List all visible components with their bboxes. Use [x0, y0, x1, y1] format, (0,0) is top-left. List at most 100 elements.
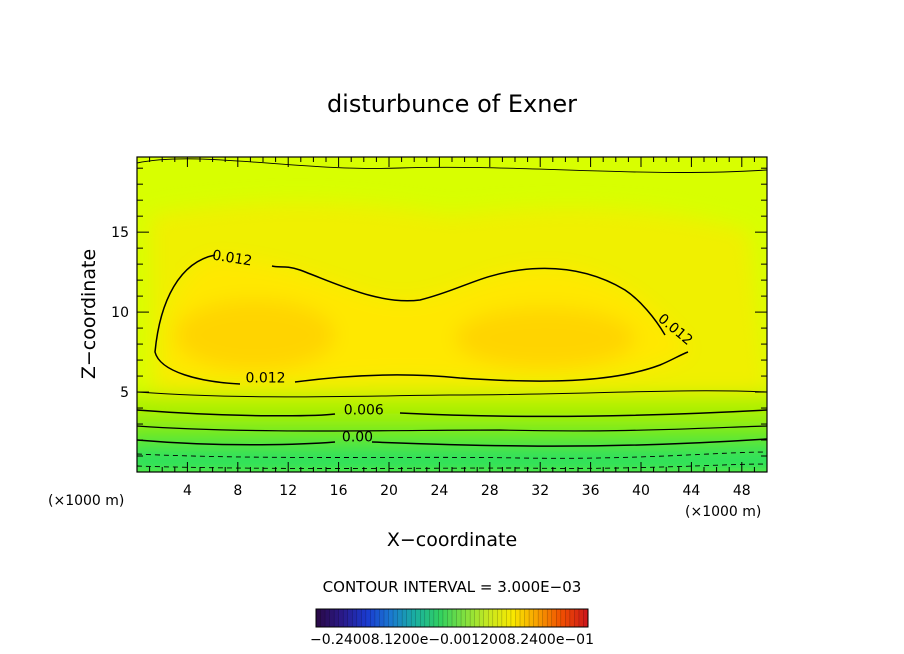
colorbar-swatch [510, 609, 516, 627]
colorbar-swatch [438, 609, 444, 627]
colorbar-swatch [374, 609, 380, 627]
contour-label: 0.012 [211, 248, 253, 270]
contour-line-000 [137, 438, 767, 447]
y-tick-label: 15 [111, 225, 129, 241]
contour-line-top [137, 158, 767, 173]
colorbar-swatch [506, 609, 512, 627]
contour-lines [137, 158, 767, 469]
y-tick-label: 10 [111, 305, 129, 321]
colorbar-labels: −0.24008.1200e−0.0012008.2400e−01 [310, 632, 594, 648]
x-tick-label: 12 [279, 483, 297, 499]
y-tick-label: 5 [120, 385, 129, 401]
colorbar-swatch [388, 609, 394, 627]
x-axis-unit-right: (×1000 m) [685, 504, 761, 520]
colorbar-swatch [338, 609, 344, 627]
x-tick-label: 40 [632, 483, 650, 499]
contour-line-003 [137, 425, 767, 432]
colorbar-swatch [447, 609, 453, 627]
colorbar-swatch [393, 609, 398, 627]
colorbar-swatch [533, 609, 539, 627]
colorbar-swatch [569, 609, 575, 627]
colorbar-swatch [320, 609, 326, 627]
colorbar-swatch [492, 609, 498, 627]
x-tick-label: 36 [582, 483, 600, 499]
colorbar [315, 609, 589, 627]
colorbar-swatch [384, 609, 389, 627]
x-axis-title: X−coordinate [387, 529, 517, 551]
colorbar-frame [315, 608, 589, 628]
x-tick-label: 24 [430, 483, 448, 499]
x-tick-label: 32 [531, 483, 549, 499]
colorbar-swatch [402, 609, 408, 627]
colorbar-swatch [429, 609, 435, 627]
colorbar-swatch [329, 609, 335, 627]
colorbar-swatch [556, 609, 562, 627]
colorbar-swatch [515, 609, 521, 627]
colorbar-swatch [352, 609, 358, 627]
colorbar-swatch [325, 609, 330, 627]
colorbar-swatch [470, 609, 476, 627]
colorbar-swatch [461, 609, 466, 627]
shaded-field [137, 202, 767, 472]
colorbar-swatch [542, 609, 548, 627]
colorbar-swatch [343, 609, 349, 627]
colorbar-swatch [538, 609, 544, 627]
colorbar-swatch [497, 609, 503, 627]
contour-line-neg2 [137, 463, 767, 469]
contour-line-012 [154, 254, 689, 385]
x-axis-unit-left: (×1000 m) [48, 493, 124, 509]
contour-label: 0.012 [245, 370, 285, 386]
contour-label: 0.00 [342, 430, 373, 446]
colorbar-swatch [406, 609, 412, 627]
colorbar-swatch [424, 609, 430, 627]
x-tick-label: 44 [682, 483, 700, 499]
colorbar-swatch [411, 609, 417, 627]
colorbar-swatch [365, 609, 371, 627]
x-tick-label: 4 [183, 483, 192, 499]
colorbar-swatch [488, 609, 494, 627]
y-axis-title: Z−coordinate [78, 249, 100, 379]
contour-interval-text: CONTOUR INTERVAL = 3.000E−03 [323, 578, 582, 596]
axis-ticks [137, 157, 767, 472]
colorbar-swatch [501, 609, 507, 627]
x-tick-label: 28 [481, 483, 499, 499]
colorbar-swatch [316, 609, 321, 627]
contour-line-006 [137, 409, 767, 418]
contour-line-009 [137, 390, 767, 398]
colorbar-swatch [578, 609, 584, 627]
field-core-right [455, 308, 635, 368]
colorbar-swatch [574, 609, 580, 627]
field-band-low3 [137, 448, 767, 472]
x-tick-label: 8 [233, 483, 242, 499]
colorbar-swatch [415, 609, 421, 627]
colorbar-swatch [379, 609, 385, 627]
contour-label: 0.006 [344, 402, 384, 418]
colorbar-swatch [529, 609, 534, 627]
colorbar-swatch [479, 609, 485, 627]
colorbar-swatch [583, 609, 589, 627]
field-core-left [175, 300, 335, 370]
colorbar-swatch [420, 609, 426, 627]
colorbar-swatch [560, 609, 566, 627]
colorbar-swatch [397, 609, 403, 627]
colorbar-swatch [442, 609, 448, 627]
colorbar-swatch [524, 609, 530, 627]
colorbar-swatch [456, 609, 462, 627]
colorbar-swatch [370, 609, 376, 627]
colorbar-swatch [356, 609, 362, 627]
x-tick-label: 16 [330, 483, 348, 499]
x-tick-label: 48 [733, 483, 751, 499]
chart-title: disturbunce of Exner [327, 90, 577, 118]
colorbar-swatch [483, 609, 489, 627]
colorbar-swatch [520, 609, 525, 627]
colorbar-swatch [347, 609, 353, 627]
x-tick-label: 20 [380, 483, 398, 499]
colorbar-swatch [361, 609, 367, 627]
colorbar-swatch [465, 609, 471, 627]
colorbar-swatch [547, 609, 553, 627]
colorbar-swatch [474, 609, 480, 627]
colorbar-swatch [452, 609, 457, 627]
